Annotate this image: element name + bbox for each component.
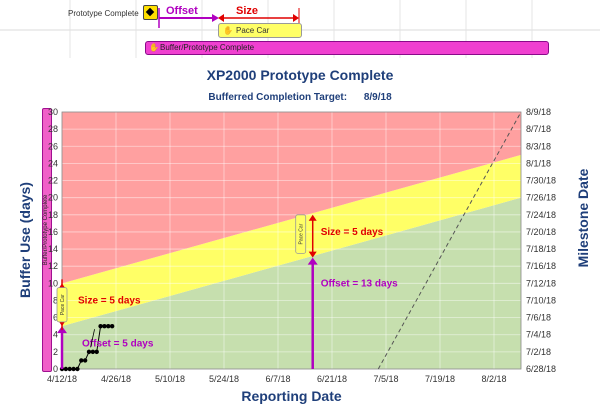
y-axis-label: Buffer Use (days) — [17, 182, 33, 298]
y2-tick-label: 7/12/18 — [526, 278, 556, 288]
buffer-use-point — [82, 358, 88, 363]
pace-car-marker — [56, 287, 68, 323]
y2-tick-label: 7/24/18 — [526, 210, 556, 220]
offset-label: Offset — [166, 5, 198, 17]
x-tick-label: 7/5/18 — [373, 374, 398, 384]
y-tick-label: 0 — [53, 364, 58, 374]
buffer-use-point — [94, 349, 99, 355]
buffer-bar[interactable]: ✋ Buffer/Prototype Complete — [145, 41, 549, 55]
hand-icon: ✋ — [223, 26, 233, 35]
left-buffer-strip: Buffer/Prototype Complete — [42, 108, 52, 372]
y-tick-label: 10 — [48, 278, 58, 288]
y2-tick-label: 6/28/18 — [526, 364, 556, 374]
size-arrowhead — [308, 214, 317, 221]
y-tick-label: 18 — [48, 210, 58, 220]
y2-tick-label: 8/1/18 — [526, 158, 551, 168]
buffer-use-point — [63, 366, 69, 372]
gantt-task-label: Prototype Complete — [68, 9, 139, 18]
y2-tick-label: 7/16/18 — [526, 261, 556, 271]
pace-car-label: Pace Car — [299, 223, 305, 244]
size-annotation: Size = 5 days — [321, 227, 384, 238]
y2-tick-label: 8/3/18 — [526, 141, 551, 151]
annotation-pointer — [90, 329, 95, 348]
chart-subtitle: Bufferred Completion Target: 8/9/18 — [0, 92, 600, 103]
pace-car-marker — [295, 214, 307, 254]
y2-tick-label: 7/30/18 — [526, 176, 556, 186]
buffer-use-point — [106, 323, 111, 329]
y2-tick-label: 7/10/18 — [526, 295, 556, 305]
buffer-use-point — [75, 366, 80, 372]
buffer-use-point — [109, 323, 115, 329]
y2-tick-label: 8/9/18 — [526, 107, 551, 117]
buffer-use-point — [102, 323, 107, 329]
size-label: Size — [236, 5, 259, 17]
y-tick-label: 20 — [48, 193, 58, 203]
x-tick-label: 6/21/18 — [317, 374, 347, 384]
x-tick-label: 6/7/18 — [265, 374, 290, 384]
buffer-use-point — [98, 323, 103, 329]
offset-annotation: Offset = 5 days — [82, 338, 154, 349]
plot-border — [61, 111, 522, 370]
x-tick-label: 5/24/18 — [209, 374, 239, 384]
y-tick-label: 2 — [53, 347, 58, 357]
x-tick-label: 4/12/18 — [47, 374, 77, 384]
y-tick-label: 8 — [53, 295, 58, 305]
y-tick-label: 6 — [53, 313, 58, 323]
y2-tick-label: 7/20/18 — [526, 227, 556, 237]
subtitle-label: Bufferred Completion Target: — [208, 92, 348, 103]
y2-axis-label: Milestone Date — [575, 168, 591, 267]
pace-car-task[interactable]: ✋ Pace Car — [218, 23, 302, 38]
x-tick-label: 8/2/18 — [481, 374, 506, 384]
y-tick-label: 16 — [48, 227, 58, 237]
x-tick-label: 4/26/18 — [101, 374, 131, 384]
chart-title: XP2000 Prototype Complete — [206, 67, 394, 83]
y-tick-label: 4 — [53, 330, 58, 340]
buffer-use-point — [71, 366, 76, 372]
x-tick-label: 7/19/18 — [425, 374, 455, 384]
y-tick-label: 22 — [48, 176, 58, 186]
x-tick-label: 5/10/18 — [155, 374, 185, 384]
hand-icon: ✋ — [149, 43, 159, 52]
y-tick-label: 28 — [48, 124, 58, 134]
pace-car-label: Pace Car — [236, 26, 270, 35]
y-tick-label: 12 — [48, 261, 58, 271]
buffer-use-point — [79, 358, 84, 363]
y-tick-label: 30 — [48, 107, 58, 117]
y-tick-label: 26 — [48, 141, 58, 151]
buffer-use-point — [67, 366, 72, 372]
offset-annotation: Offset = 13 days — [321, 278, 398, 289]
offset-arrowhead — [307, 257, 318, 265]
size-arrowhead — [308, 251, 317, 258]
y2-tick-label: 7/26/18 — [526, 193, 556, 203]
milestone-icon[interactable] — [143, 5, 158, 20]
y-tick-label: 14 — [48, 244, 58, 254]
pace-car-label: Pace Car — [60, 294, 66, 315]
buffer-bar-label: Buffer/Prototype Complete — [160, 43, 255, 52]
y2-tick-label: 7/18/18 — [526, 244, 556, 254]
y2-tick-label: 8/7/18 — [526, 124, 551, 134]
y-tick-label: 24 — [48, 158, 58, 168]
y2-tick-label: 7/2/18 — [526, 347, 551, 357]
subtitle-value: 8/9/18 — [363, 92, 392, 103]
y2-tick-label: 7/4/18 — [526, 330, 551, 340]
gantt-strip: Prototype Complete Offset Size ✋ Pace Ca… — [0, 0, 600, 58]
y2-tick-label: 7/6/18 — [526, 313, 551, 323]
buffer-use-point — [90, 349, 96, 355]
buffer-use-point — [86, 349, 92, 355]
x-axis-label: Reporting Date — [241, 388, 342, 404]
size-annotation: Size = 5 days — [78, 295, 141, 306]
